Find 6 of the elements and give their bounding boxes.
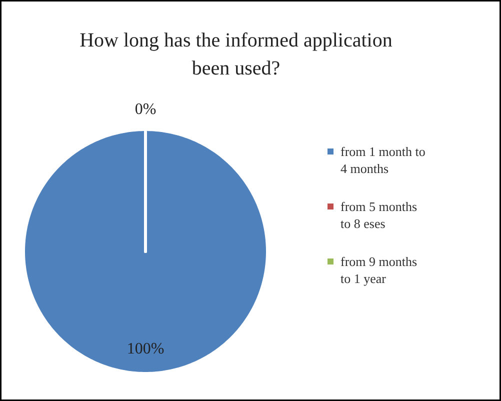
- data-label: 100%: [126, 340, 164, 358]
- chart-title: How long has the informed application been used?: [80, 30, 392, 80]
- legend-label: from 1 month to 4 months: [340, 144, 426, 176]
- text: 0%: [134, 101, 156, 118]
- legend-label: from 9 months to 1 year: [340, 254, 418, 286]
- legend-label: from 5 months to 8 eses: [340, 199, 418, 231]
